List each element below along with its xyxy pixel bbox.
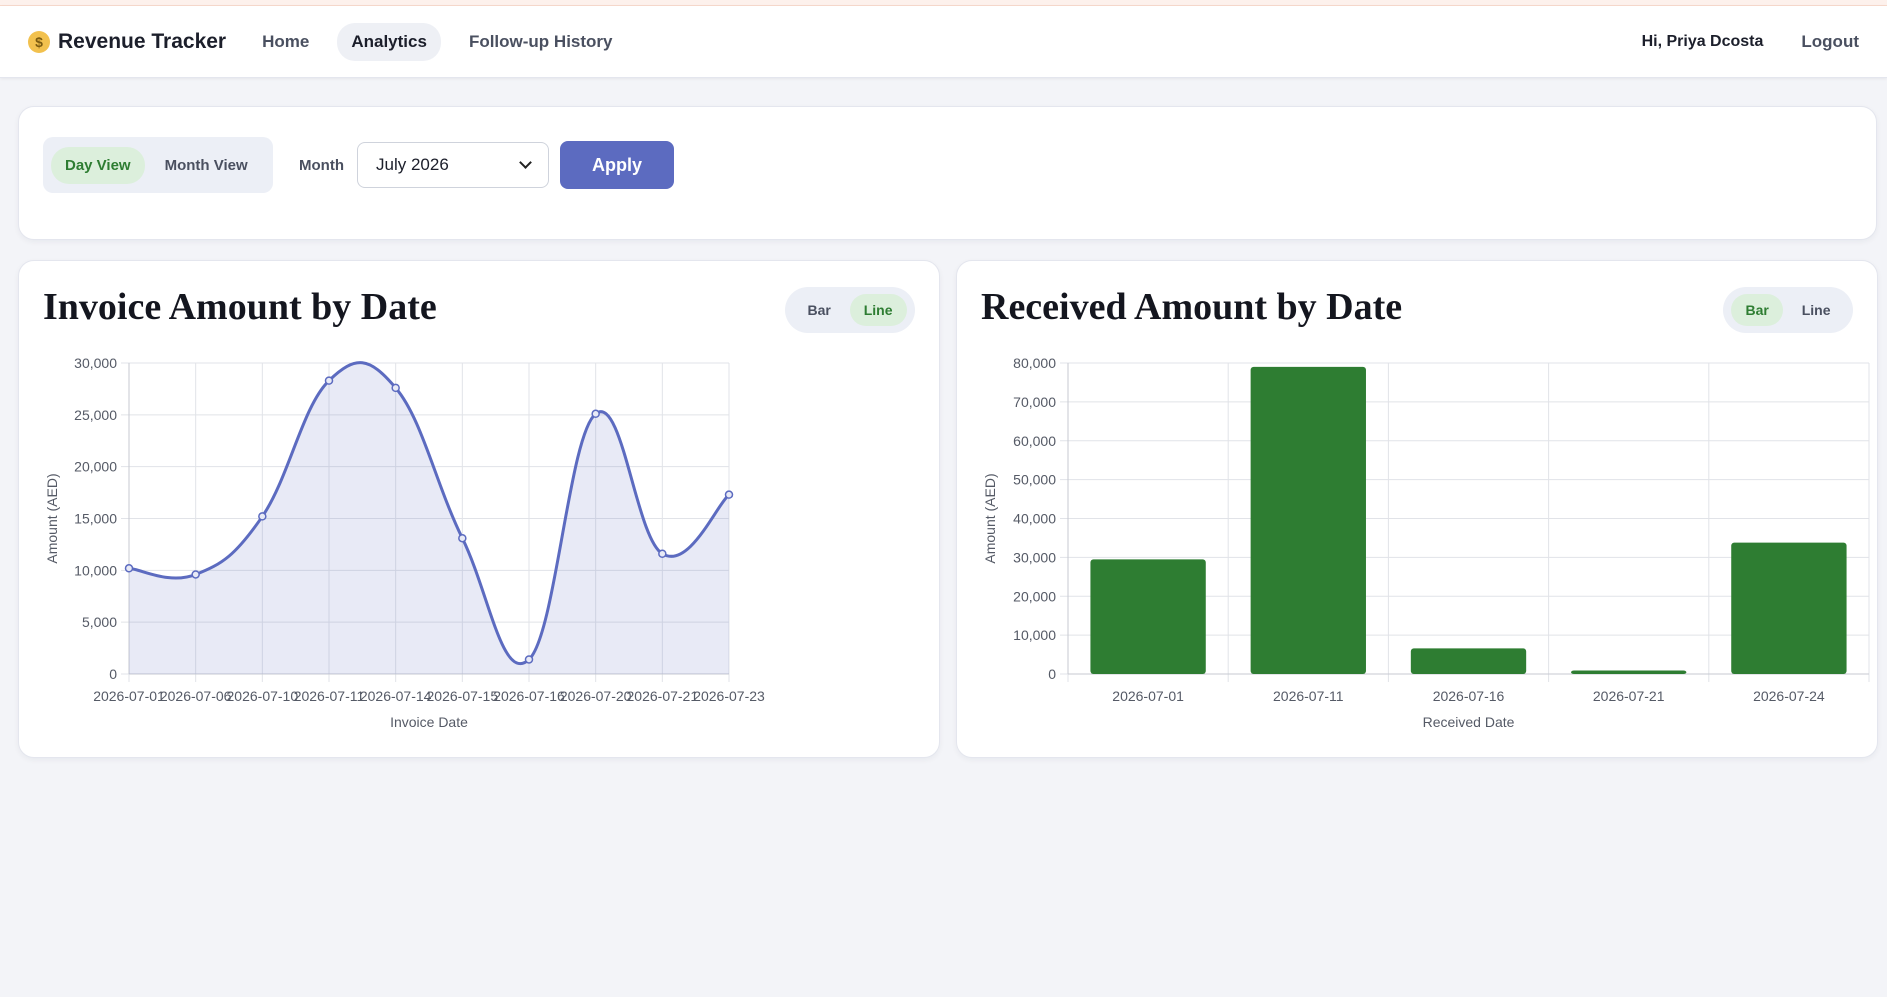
filter-panel: Day View Month View Month July 2026 Appl… — [18, 106, 1877, 240]
x-tick-label: 2026-07-11 — [294, 688, 365, 704]
x-tick-label: 2026-07-11 — [1273, 688, 1344, 704]
received-chart-type-toggle: Bar Line — [1723, 287, 1853, 333]
nav-link-follow-up-history[interactable]: Follow-up History — [468, 31, 613, 51]
nav-right: Hi, Priya Dcosta Logout — [1642, 32, 1859, 52]
logout-link[interactable]: Logout — [1801, 31, 1859, 51]
month-select[interactable]: July 2026 — [357, 142, 549, 188]
x-tick-label: 2026-07-01 — [1112, 688, 1184, 704]
month-view-button[interactable]: Month View — [164, 156, 248, 174]
money-bag-icon: $ — [28, 30, 50, 53]
x-tick-label: 2026-07-20 — [560, 688, 632, 704]
data-point — [391, 383, 400, 393]
invoice-area-fill — [129, 362, 729, 674]
x-axis-title: Invoice Date — [390, 714, 468, 730]
received-bar-button[interactable]: Bar — [1731, 294, 1783, 326]
y-tick-label: 0 — [109, 666, 117, 682]
received-chart-card: Received Amount by Date Bar Line 0 10,000… — [956, 260, 1878, 758]
x-tick-label: 2026-07-14 — [360, 688, 432, 704]
received-chart-title: Received Amount by Date — [981, 286, 1403, 328]
y-tick-label: 50,000 — [1013, 472, 1056, 488]
invoice-chart-title: Invoice Amount by Date — [43, 286, 437, 328]
y-tick-label: 20,000 — [74, 459, 117, 475]
y-tick-label: 0 — [1048, 666, 1056, 682]
bar — [1731, 542, 1847, 674]
brand-name: Revenue Tracker — [58, 29, 227, 53]
data-point — [324, 376, 334, 385]
received-bar-chart: 0 10,000 20,000 30,000 40,000 50,000 60,000 70,… — [982, 355, 1870, 730]
y-axis-title: Amount (AED) — [44, 473, 60, 563]
x-tick-label: 2026-07-10 — [227, 688, 299, 704]
invoice-chart-type-toggle: Bar Line — [785, 287, 915, 333]
x-tick-label: 2026-07-23 — [693, 688, 765, 704]
y-tick-label: 10,000 — [74, 562, 117, 578]
x-axis-title: Received Date — [1423, 714, 1515, 730]
month-label: Month — [299, 157, 344, 174]
x-tick-label: 2026-07-16 — [493, 688, 565, 704]
data-point — [524, 655, 534, 664]
y-tick-label: 70,000 — [1013, 394, 1056, 410]
nav-link-home[interactable]: Home — [262, 31, 310, 51]
y-axis-title: Amount (AED) — [982, 473, 998, 563]
invoice-line-chart: 0 5,000 10,000 15,000 20,000 25,000 30,000 2026… — [44, 355, 765, 730]
y-tick-label: 40,000 — [1013, 511, 1056, 527]
apply-button[interactable]: Apply — [560, 141, 674, 189]
data-point — [191, 570, 200, 579]
received-line-button[interactable]: Line — [1801, 302, 1831, 318]
invoice-chart-card: Invoice Amount by Date Bar Line 0 5,000 10… — [18, 260, 940, 758]
invoice-bar-button[interactable]: Bar — [807, 302, 831, 318]
top-accent-bar — [0, 0, 1887, 6]
day-view-button[interactable]: Day View — [51, 146, 145, 184]
data-point — [658, 549, 667, 558]
data-point — [458, 533, 467, 543]
bar — [1250, 366, 1366, 674]
month-select-value: July 2026 — [376, 155, 449, 174]
x-tick-label: 2026-07-06 — [160, 688, 232, 704]
x-tick-label: 2026-07-21 — [1593, 688, 1665, 704]
view-toggle: Day View Month View — [43, 137, 273, 193]
y-tick-label: 30,000 — [74, 355, 117, 371]
user-greeting: Hi, Priya Dcosta — [1641, 32, 1764, 50]
data-point — [124, 564, 134, 573]
y-tick-label: 30,000 — [1013, 549, 1056, 565]
brand[interactable]: $ Revenue Tracker — [28, 30, 226, 54]
y-tick-label: 60,000 — [1013, 433, 1056, 449]
nav-link-analytics[interactable]: Analytics — [337, 22, 441, 61]
y-tick-label: 20,000 — [1013, 588, 1056, 604]
x-tick-label: 2026-07-16 — [1433, 688, 1505, 704]
y-tick-label: 5,000 — [82, 614, 117, 630]
y-tick-label: 25,000 — [74, 407, 117, 423]
x-tick-label: 2026-07-15 — [427, 688, 499, 704]
chevron-down-icon — [519, 156, 532, 169]
data-point — [591, 409, 600, 419]
bar — [1571, 670, 1687, 674]
invoice-line-button[interactable]: Line — [849, 294, 907, 326]
y-tick-label: 10,000 — [1013, 627, 1056, 643]
y-tick-label: 15,000 — [74, 511, 117, 527]
bar — [1090, 559, 1206, 674]
data-point — [258, 512, 267, 521]
x-tick-label: 2026-07-24 — [1753, 688, 1825, 704]
x-tick-label: 2026-07-01 — [93, 688, 165, 704]
y-tick-label: 80,000 — [1013, 355, 1056, 371]
x-tick-label: 2026-07-21 — [627, 688, 699, 704]
bar — [1410, 648, 1527, 674]
data-point — [724, 490, 734, 499]
navbar: $ Revenue Tracker Home Analytics Follow-… — [0, 6, 1887, 78]
